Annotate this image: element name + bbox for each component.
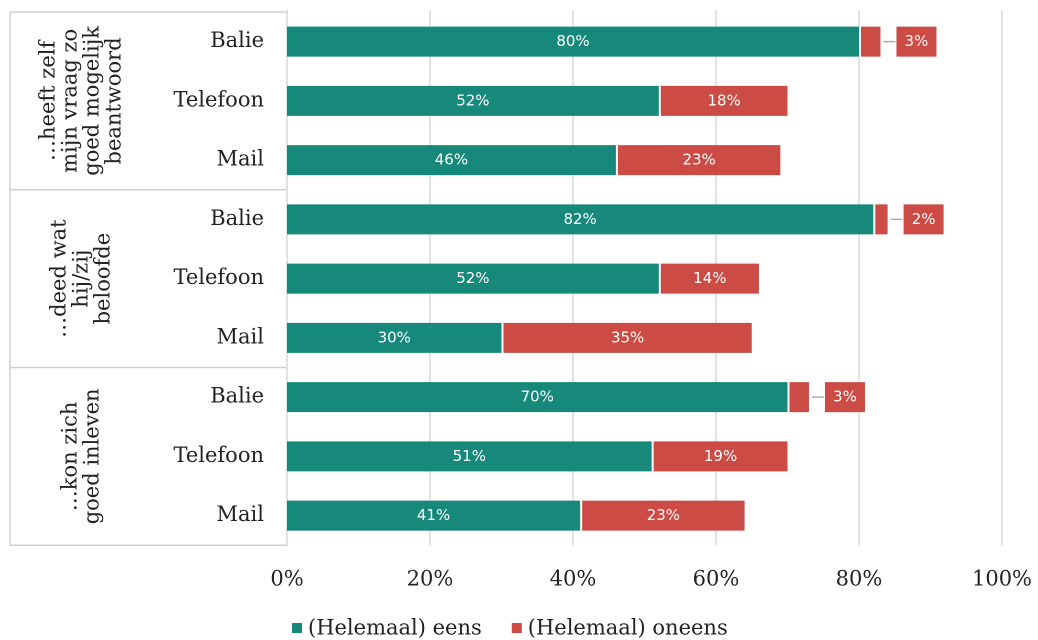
bar [503,322,752,353]
bar [861,26,881,57]
x-tick-label: 60% [693,567,740,591]
legend-swatch [511,623,522,633]
bar [287,85,659,116]
y-tick-label: Mail [217,324,265,348]
group-label: mijn vraag zo [58,29,82,173]
x-tick-label: 100% [972,567,1032,591]
x-tick-label: 40% [550,567,597,591]
bar [660,263,759,294]
value-label: 52% [456,91,489,109]
bar [287,382,788,413]
x-tick-label: 0% [270,567,303,591]
value-label: 30% [378,328,411,346]
bar [287,204,874,235]
value-label-box [824,382,865,413]
value-label: 3% [833,388,857,406]
bar [875,204,888,235]
value-label: 18% [707,91,740,109]
y-tick-label: Mail [217,147,265,171]
group-label: beloofde [91,233,115,325]
group-label: beantwoord [102,37,126,164]
bar [582,500,745,531]
legend-swatch [292,623,302,633]
value-label: 46% [435,151,468,169]
group-label: hij/zij [69,250,93,308]
value-label-box [896,26,937,57]
group-label: …kon zich [58,402,82,512]
group-label: …heeft zelf [36,39,60,161]
legend-label: (Helemaal) oneens [528,616,728,640]
value-label: 23% [682,151,715,169]
value-label: 82% [563,210,596,228]
group-frame [9,11,287,546]
value-label: 23% [647,506,680,524]
value-label: 2% [912,210,936,228]
value-label: 3% [905,32,929,50]
y-tick-label: Telefoon [173,87,264,111]
y-tick-label: Telefoon [173,443,264,467]
value-label: 70% [521,388,554,406]
value-label: 14% [693,269,726,287]
y-tick-label: Mail [217,502,265,526]
value-label: 41% [417,506,450,524]
bar [660,85,788,116]
bar [287,26,859,57]
bar [617,145,781,176]
x-tick-label: 20% [407,567,454,591]
legend-label: (Helemaal) eens [308,616,482,640]
value-label-box [903,204,944,235]
value-label: 51% [453,447,486,465]
x-tick-label: 80% [836,567,883,591]
bar [287,263,659,294]
y-tick-label: Balie [210,206,264,230]
bar [789,382,809,413]
bar [287,145,616,176]
value-label: 19% [704,447,737,465]
group-label: goed inleven [80,388,104,524]
group-label: …deed wat [47,219,71,338]
bar [653,441,788,472]
y-tick-label: Telefoon [173,265,264,289]
bar [287,322,502,353]
y-tick-label: Balie [210,28,264,52]
bar [287,441,652,472]
bar [287,500,581,531]
y-tick-label: Balie [210,384,264,408]
value-label: 52% [456,269,489,287]
value-label: 35% [611,328,644,346]
group-label: goed mogelijk [80,26,104,176]
value-label: 80% [556,32,589,50]
